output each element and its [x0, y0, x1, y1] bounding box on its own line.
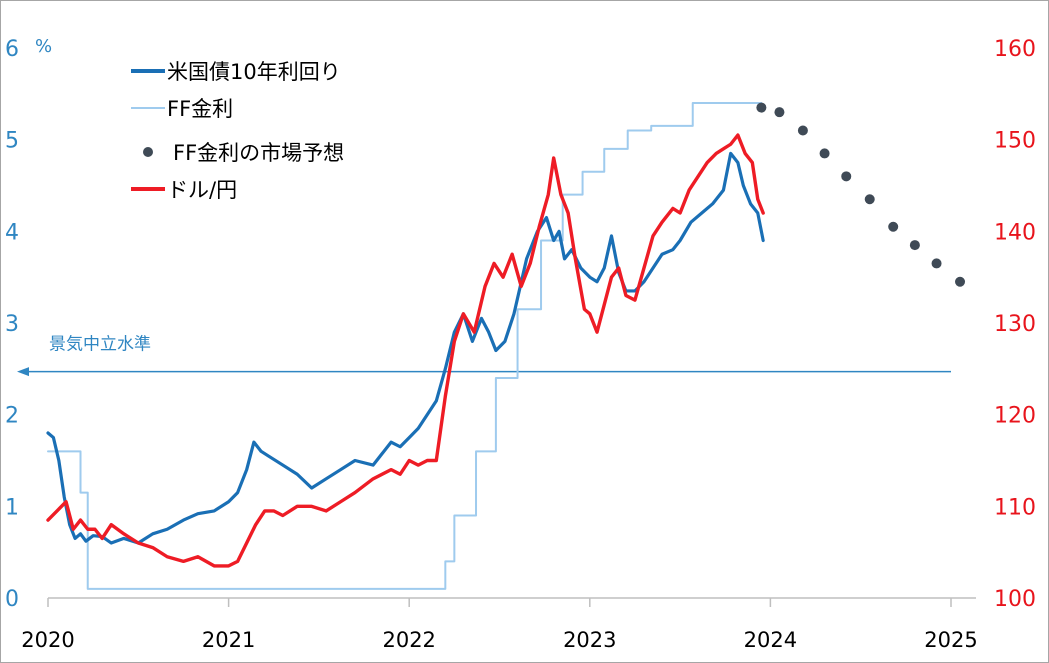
y-left-tick-label: 3 — [5, 312, 19, 337]
x-tick-labels: 2020 2021 2022 2023 2024 2025 — [21, 628, 977, 652]
forecast-point — [841, 171, 852, 182]
forecast-point — [888, 221, 899, 232]
x-tick-label: 2023 — [563, 628, 616, 652]
legend-label: ドル/円 — [167, 178, 237, 202]
forecast-point — [864, 194, 875, 205]
y-right-tick-label: 130 — [994, 312, 1036, 337]
y-right-tick-label: 150 — [994, 129, 1036, 154]
neutral-level-label: 景気中立水準 — [49, 335, 151, 355]
neutral-level-annotation: 景気中立水準 — [17, 335, 951, 377]
y-left-unit-label: % — [35, 36, 52, 57]
x-tick-label: 2024 — [744, 628, 797, 652]
y-left-tick-label: 1 — [5, 495, 19, 520]
forecast-point — [909, 240, 920, 251]
forecast-point — [955, 276, 966, 287]
series-usdjpy — [46, 133, 765, 568]
y-right-tick-label: 120 — [994, 404, 1036, 429]
axes-group — [47, 597, 976, 607]
legend-label: 米国債10年利回り — [167, 60, 341, 84]
forecast-point — [797, 125, 808, 136]
forecast-point — [774, 107, 785, 118]
forecast-point — [819, 148, 830, 159]
legend-label: FF金利の市場予想 — [173, 141, 344, 165]
y-right-tick-label: 140 — [994, 220, 1036, 245]
x-tick-label: 2020 — [21, 628, 74, 652]
neutral-level-arrowhead — [17, 367, 29, 377]
y-right-tick-label: 160 — [994, 37, 1036, 62]
y-left-tick-label: 5 — [5, 129, 19, 154]
y-left-tick-label: 0 — [5, 587, 19, 612]
series-group — [46, 102, 966, 590]
series-ff-rate — [47, 102, 763, 590]
y-left-tick-labels: 0 1 2 3 4 5 6 — [5, 37, 19, 612]
series-treasury-10y — [46, 151, 765, 545]
x-tick-label: 2025 — [924, 628, 977, 652]
y-left-tick-label: 2 — [5, 404, 19, 429]
legend-swatch — [143, 147, 153, 157]
x-tick-label: 2022 — [382, 628, 435, 652]
legend-label: FF金利 — [167, 97, 233, 121]
y-right-tick-label: 110 — [994, 495, 1036, 520]
y-left-tick-label: 6 — [5, 37, 19, 62]
x-tick-label: 2021 — [202, 628, 255, 652]
y-right-tick-labels: 100 110 120 130 140 150 160 — [994, 37, 1036, 612]
y-right-tick-label: 100 — [994, 587, 1036, 612]
y-left-tick-label: 4 — [5, 220, 19, 245]
forecast-point — [756, 102, 767, 113]
forecast-point — [931, 258, 942, 269]
